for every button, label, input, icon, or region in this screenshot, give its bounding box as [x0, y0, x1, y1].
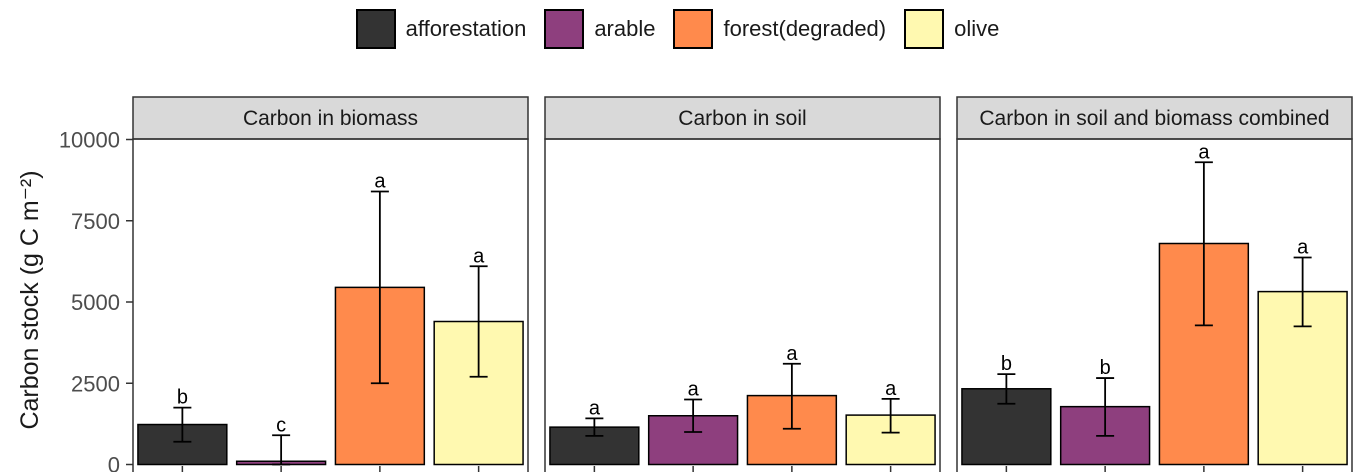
legend-item-3: olive: [904, 9, 999, 49]
significance-letter: a: [885, 378, 897, 400]
significance-letter: b: [1100, 357, 1111, 379]
significance-letter: a: [374, 171, 386, 193]
legend-label: afforestation: [405, 16, 527, 41]
y-tick-label: 2500: [71, 371, 120, 396]
legend-label: forest(degraded): [723, 16, 887, 41]
significance-letter: a: [473, 245, 485, 267]
panel-title: Carbon in soil: [678, 107, 806, 130]
panel-border: [132, 138, 529, 472]
legend-swatch: [544, 9, 585, 49]
significance-letter: a: [786, 343, 798, 365]
legend: afforestation arable forest(degraded) olive: [0, 9, 1355, 49]
significance-letter: a: [688, 379, 700, 401]
significance-letter: b: [1001, 353, 1012, 375]
panel-title: Carbon in biomass: [243, 107, 418, 130]
significance-letter: b: [177, 387, 188, 409]
y-tick-label: 7500: [71, 209, 120, 234]
panel-strip: [956, 96, 1353, 140]
significance-letter: c: [276, 414, 286, 436]
y-tick-label: 5000: [71, 290, 120, 315]
significance-letter: a: [1297, 236, 1309, 258]
legend-item-1: arable: [544, 9, 655, 49]
legend-label: olive: [954, 16, 1000, 41]
panel-title: Carbon in soil and biomass combined: [979, 107, 1329, 130]
legend-label: arable: [594, 16, 656, 41]
legend-swatch: [904, 9, 945, 49]
y-tick-label: 0: [108, 453, 120, 472]
panel-border: [956, 138, 1353, 472]
legend-swatch: [355, 9, 396, 49]
significance-letter: a: [1198, 141, 1210, 163]
panel-border: [544, 138, 941, 472]
legend-item-2: forest(degraded): [673, 9, 886, 49]
legend-item-0: afforestation: [355, 9, 527, 49]
significance-letter: a: [589, 397, 601, 419]
legend-swatch: [673, 9, 714, 49]
panel-strip: [132, 96, 529, 140]
y-tick-label: 10000: [59, 128, 120, 153]
